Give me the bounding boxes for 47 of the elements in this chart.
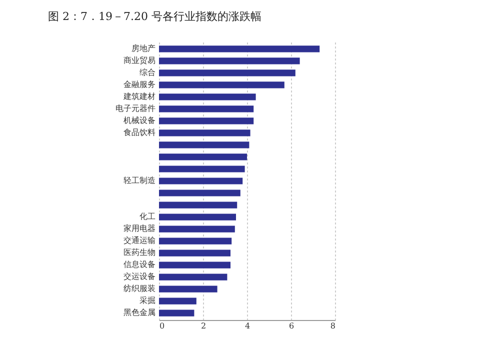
bar xyxy=(159,214,236,220)
bar xyxy=(159,226,235,232)
bar xyxy=(159,130,250,136)
bar xyxy=(159,58,300,64)
y-tick-label: 医药生物 xyxy=(124,248,156,258)
x-tick-label: 2 xyxy=(200,322,206,330)
y-tick-label: 食品饮料 xyxy=(124,128,156,137)
x-tick-label: 8 xyxy=(330,322,336,330)
bar xyxy=(159,82,284,88)
x-tick-label: 6 xyxy=(288,322,294,330)
y-tick-label: 建筑建材 xyxy=(122,92,156,101)
bar xyxy=(159,250,230,256)
y-tick-label: 信息设备 xyxy=(124,260,156,270)
x-tick-label: 0 xyxy=(160,322,165,330)
chart-title: 图 2：7．19－7.20 号各行业指数的涨跌幅 xyxy=(48,10,262,23)
bar xyxy=(159,106,254,112)
bar xyxy=(159,154,247,160)
y-tick-label: 商业贸易 xyxy=(124,56,156,65)
bar xyxy=(159,298,196,304)
x-tick-label: 4 xyxy=(244,322,250,330)
y-tick-label: 轻工制造 xyxy=(124,176,156,185)
y-tick-label: 家用电器 xyxy=(124,224,156,234)
bar xyxy=(159,274,228,280)
y-tick-label: 金融服务 xyxy=(124,80,156,89)
y-tick-label: 综合 xyxy=(140,68,156,77)
bar xyxy=(159,70,296,76)
y-tick-label: 交通运输 xyxy=(124,236,156,246)
y-tick-label: 机械设备 xyxy=(124,116,156,125)
y-tick-label: 纺织服装 xyxy=(124,284,156,294)
bar xyxy=(159,262,230,268)
bar xyxy=(159,202,238,208)
y-tick-label: 房地产 xyxy=(132,44,156,53)
bar xyxy=(159,310,194,316)
y-tick-label: 电子元器件 xyxy=(116,104,156,113)
y-tick-label: 采掘 xyxy=(140,296,156,306)
bar xyxy=(159,46,320,52)
y-tick-label: 交运设备 xyxy=(124,272,156,282)
bar xyxy=(159,178,243,184)
bar xyxy=(159,118,254,124)
bar xyxy=(159,238,232,244)
bar xyxy=(159,190,240,196)
y-tick-label: 化工 xyxy=(140,212,156,222)
bar xyxy=(159,94,256,100)
bar xyxy=(159,286,218,292)
bar xyxy=(159,166,245,172)
y-tick-label: 黑色金属 xyxy=(124,308,156,318)
bar xyxy=(159,142,250,148)
